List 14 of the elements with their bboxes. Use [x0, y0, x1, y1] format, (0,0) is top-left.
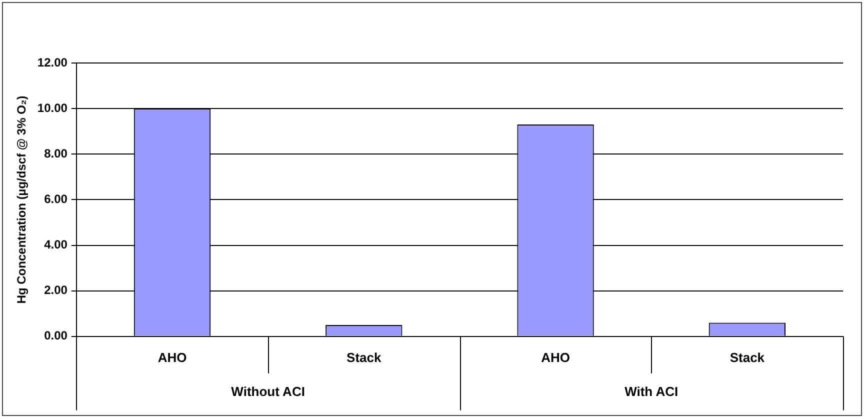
- x-tick-label: Stack: [346, 350, 382, 365]
- text: With ACI: [624, 384, 678, 399]
- y-tick-label: 10.00: [37, 100, 68, 115]
- y-tick-label: 8.00: [44, 146, 68, 160]
- y-tick-label: 2.00: [44, 283, 68, 298]
- y-tick-label: 12.00: [37, 55, 68, 70]
- x-tick-label: AHO: [541, 350, 570, 365]
- x-tick-label: AHO: [158, 350, 187, 365]
- x-tick-label: Stack: [730, 350, 766, 365]
- y-tick-label: 4.00: [44, 238, 68, 252]
- y-tick-label: 0.00: [44, 328, 68, 343]
- y-tick-label: 6.00: [44, 192, 68, 206]
- y-axis-title: Hg Concentration (µg/dscf @ 3% O₂): [14, 96, 29, 304]
- text: Without ACI: [231, 384, 305, 399]
